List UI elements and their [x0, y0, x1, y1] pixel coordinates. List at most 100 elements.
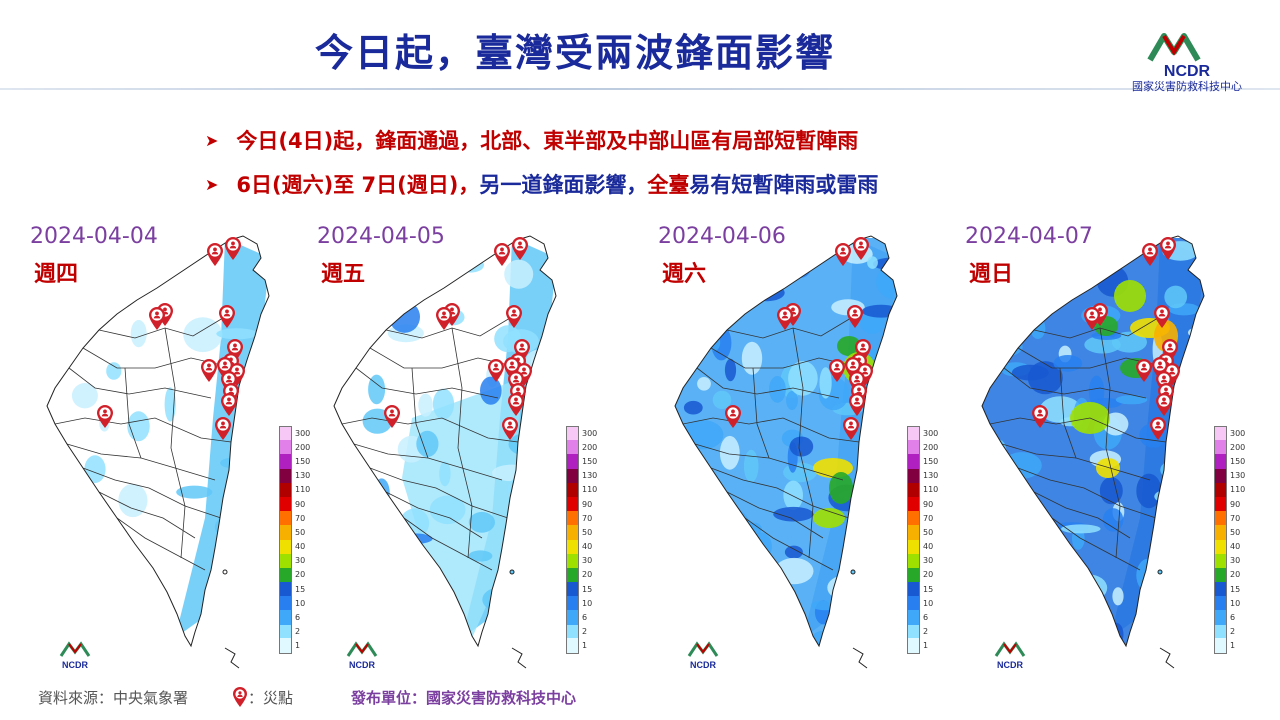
disaster-location-pin-icon: [508, 393, 524, 416]
legend-label: 40: [923, 542, 934, 552]
legend-row: 90: [279, 496, 329, 512]
legend-swatch: [566, 511, 579, 526]
disaster-location-pin-icon: [512, 237, 528, 260]
legend-label: 50: [923, 527, 934, 537]
legend-label: 30: [923, 556, 934, 566]
disaster-location-pin-icon: [384, 405, 400, 428]
legend-label: 300: [582, 428, 598, 438]
legend-swatch: [279, 553, 292, 568]
legend-label: 10: [1230, 598, 1241, 608]
legend-swatch: [279, 511, 292, 526]
disaster-location-pin-icon: [843, 417, 859, 440]
title-divider: [0, 88, 1280, 90]
mini-logo-text: NCDR: [997, 660, 1023, 670]
bullet-text-part: 易有短暫陣雨或雷雨: [689, 173, 879, 197]
legend-swatch: [566, 482, 579, 497]
rainfall-map-panel: 2024-04-05 週五 300 200 150 130 110 90 70 50 40 30 20 1…: [312, 218, 622, 678]
legend-swatch: [907, 468, 920, 483]
legend-label: 30: [582, 556, 593, 566]
panel-weekday: 週五: [321, 262, 366, 287]
legend-swatch: [1214, 638, 1227, 654]
legend-label: 20: [582, 570, 593, 580]
legend-label: 2: [582, 627, 588, 637]
legend-swatch: [1214, 539, 1227, 554]
legend-row: 10: [279, 596, 329, 611]
legend-label: 30: [295, 556, 306, 566]
disaster-location-pin-icon: [1154, 305, 1170, 328]
disaster-location-pin-icon: [1156, 393, 1172, 416]
panel-date: 2024-04-07: [965, 224, 1093, 249]
legend-swatch: [566, 525, 579, 540]
taiwan-rainfall-map: [674, 235, 898, 669]
legend-row: 10: [1214, 596, 1264, 611]
legend-label: 200: [1230, 442, 1246, 452]
legend-swatch: [279, 638, 292, 654]
legend-label: 40: [1230, 542, 1241, 552]
legend-label: 40: [582, 542, 593, 552]
legend-swatch: [279, 610, 292, 625]
legend-label: 50: [582, 527, 593, 537]
rainfall-map-panel: 2024-04-04 週四 300 200 150 130 110 90 70 50 40 30 20 1…: [25, 218, 335, 678]
legend-row: 30: [566, 553, 616, 568]
legend-row: 90: [566, 496, 616, 512]
panel-date: 2024-04-04: [30, 224, 158, 249]
legend-swatch: [566, 496, 579, 512]
legend-row: 110: [566, 482, 616, 497]
legend-row: 2: [566, 624, 616, 639]
legend-row: 300: [279, 425, 329, 441]
legend-label: 2: [1230, 627, 1236, 637]
legend-row: 10: [907, 596, 957, 611]
legend-label: 90: [923, 499, 934, 509]
legend-swatch: [279, 454, 292, 469]
legend-row: 10: [566, 596, 616, 611]
ncdr-mini-logo: NCDR: [990, 636, 1030, 672]
legend-row: 6: [279, 610, 329, 625]
disaster-location-pin-icon: [835, 243, 851, 266]
legend-row: 20: [907, 567, 957, 583]
legend-row: 15: [907, 582, 957, 597]
legend-swatch: [907, 582, 920, 597]
legend-row: 70: [566, 511, 616, 526]
disaster-location-pin-icon: [845, 357, 861, 380]
legend-label: 110: [1230, 485, 1246, 495]
legend-row: 130: [1214, 468, 1264, 483]
disaster-location-pin-icon: [221, 393, 237, 416]
legend-row: 130: [907, 468, 957, 483]
legend-row: 2: [1214, 624, 1264, 639]
disaster-location-pin-icon: [201, 359, 217, 382]
legend-label: 150: [923, 456, 939, 466]
legend-swatch: [566, 440, 579, 455]
disaster-location-pin-icon: [494, 243, 510, 266]
legend-swatch: [566, 638, 579, 654]
legend-row: 30: [279, 553, 329, 568]
legend-label: 110: [295, 485, 311, 495]
legend-label: 70: [923, 513, 934, 523]
legend-row: 110: [1214, 482, 1264, 497]
legend-row: 2: [907, 624, 957, 639]
disaster-location-pin-icon: [1136, 359, 1152, 382]
bullet-item-2: ➤ 6日(週六)至 7日(週日)， 另一道鋒面影響， 全臺 易有短暫陣雨或雷雨: [205, 162, 878, 206]
legend-label: 200: [295, 442, 311, 452]
legend-row: 200: [907, 440, 957, 455]
legend-row: 200: [279, 440, 329, 455]
bullet-list: ➤ 今日(4日)起，鋒面通過，北部、東半部及中部山區有局部短暫陣雨 ➤ 6日(週…: [205, 118, 878, 206]
disaster-location-pin-icon: [225, 237, 241, 260]
logo-subtitle: 國家災害防救科技中心: [1132, 80, 1242, 93]
legend-swatch: [907, 567, 920, 583]
legend-label: 6: [1230, 613, 1236, 623]
legend-row: 130: [566, 468, 616, 483]
legend-swatch: [279, 468, 292, 483]
rainfall-map-panel: 2024-04-06 週六 300 200 150 130 110 90 70 50 40 30 20 1…: [653, 218, 963, 678]
legend-swatch: [1214, 567, 1227, 583]
legend-row: 50: [907, 525, 957, 540]
disaster-location-pin-icon: [725, 405, 741, 428]
rainfall-shading: [675, 238, 897, 646]
legend-row: 40: [566, 539, 616, 554]
arrow-bullet-icon: ➤: [205, 174, 219, 194]
legend-label: 200: [582, 442, 598, 452]
disaster-location-pin-icon: [849, 393, 865, 416]
legend-swatch: [1214, 596, 1227, 611]
legend-label: 15: [923, 584, 934, 594]
disaster-location-pin-icon: [1032, 405, 1048, 428]
legend-swatch: [907, 553, 920, 568]
